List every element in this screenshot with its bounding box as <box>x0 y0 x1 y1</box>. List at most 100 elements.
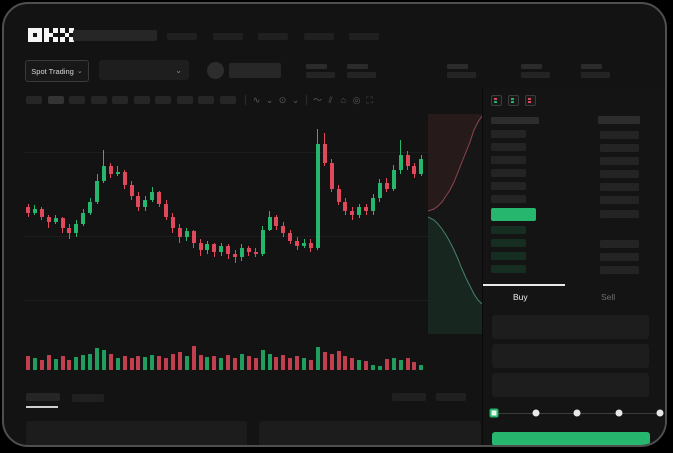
candlestick-chart[interactable] <box>24 112 428 376</box>
chart-tab-right[interactable] <box>392 393 426 401</box>
book-both-icon[interactable] <box>491 95 502 106</box>
ask-price-bar[interactable] <box>600 131 639 139</box>
volume-bar <box>260 350 265 370</box>
gridline <box>24 152 428 153</box>
slider-stop[interactable] <box>656 409 664 417</box>
bottom-panel-right[interactable] <box>259 421 481 445</box>
logo-pixel <box>48 32 53 37</box>
bid-amount-bar[interactable] <box>491 239 526 247</box>
toolbar-button[interactable] <box>155 96 171 104</box>
ask-price-bar[interactable] <box>600 210 639 218</box>
toolbar-button[interactable] <box>133 96 150 104</box>
toolbar-button[interactable] <box>219 96 236 104</box>
chart-tab-right[interactable] <box>436 393 466 401</box>
okx-logo[interactable] <box>28 28 76 42</box>
brush-icon[interactable]: ⫽ <box>328 95 333 105</box>
toolbar-button[interactable] <box>112 96 128 104</box>
slider-stop[interactable] <box>532 409 539 417</box>
ask-price-bar[interactable] <box>600 157 639 165</box>
bid-price-bar[interactable] <box>600 253 639 261</box>
toolbar-button[interactable] <box>176 96 193 104</box>
toolbar-button[interactable] <box>90 96 107 104</box>
ask-price-bar[interactable] <box>600 170 639 178</box>
logo-pixel <box>44 32 49 37</box>
chart-tab-active[interactable] <box>26 393 60 401</box>
tab-sell[interactable]: Sell <box>601 292 616 302</box>
bid-price-bar[interactable] <box>600 266 639 274</box>
ask-price-bar[interactable] <box>600 183 639 191</box>
nav-item[interactable] <box>258 33 288 40</box>
nav-item[interactable] <box>349 33 379 40</box>
volume-bar <box>398 360 403 370</box>
volume-bar <box>322 352 327 370</box>
candle-body <box>60 218 65 228</box>
volume-bar <box>32 358 37 370</box>
ask-amount-bar[interactable] <box>491 195 526 203</box>
ask-amount-bar[interactable] <box>491 169 526 177</box>
candle-body <box>267 216 272 230</box>
spot-trading-selector[interactable]: Spot Trading ⌄ <box>25 60 89 82</box>
ask-price-bar[interactable] <box>600 196 639 204</box>
candle-body <box>164 203 168 217</box>
amount-slider[interactable] <box>489 408 664 418</box>
book-asks-icon[interactable] <box>525 95 536 106</box>
candle <box>164 116 168 308</box>
logo-pixel <box>60 28 65 33</box>
icon-dot <box>494 98 497 100</box>
candle <box>288 116 293 308</box>
candle-body <box>88 201 93 213</box>
ask-amount-bar[interactable] <box>491 182 526 190</box>
candle <box>315 116 320 308</box>
ask-price-bar[interactable] <box>600 144 639 152</box>
volume-bar <box>308 359 313 370</box>
tab-buy[interactable]: Buy <box>513 292 528 302</box>
bid-price-bar[interactable] <box>600 240 639 248</box>
buy-submit-button[interactable] <box>492 432 650 445</box>
toolbar-button[interactable] <box>47 96 64 104</box>
candle <box>177 116 182 308</box>
nav-item[interactable] <box>212 33 243 40</box>
nav-item[interactable] <box>303 33 334 40</box>
order-input-field[interactable] <box>492 315 649 339</box>
candle-body <box>253 251 258 254</box>
slider-stop[interactable] <box>573 409 581 417</box>
ask-amount-bar[interactable] <box>491 143 526 151</box>
slider-stop[interactable] <box>615 409 622 417</box>
bid-amount-bar[interactable] <box>491 252 526 260</box>
tools-chevron-icon[interactable]: ⌄ <box>291 95 300 105</box>
ask-amount-bar[interactable] <box>491 156 526 164</box>
spot-trading-label: Spot Trading <box>31 66 74 76</box>
candle <box>184 116 189 308</box>
order-input-field[interactable] <box>492 373 649 397</box>
stat-label <box>347 64 368 69</box>
volume-bar <box>184 355 189 370</box>
nav-item[interactable] <box>167 33 197 40</box>
volume-bar <box>170 354 175 370</box>
slider-handle[interactable] <box>489 408 499 418</box>
candle-body <box>239 248 244 258</box>
bid-amount-bar[interactable] <box>491 265 526 273</box>
magnet-icon[interactable]: ⊙ <box>278 95 287 105</box>
pair-dropdown[interactable]: ⌄ <box>99 60 189 80</box>
last-price-button[interactable] <box>491 208 536 221</box>
candle-body <box>322 144 327 163</box>
fullscreen-icon[interactable]: ⛶ <box>366 95 373 105</box>
toolbar-button[interactable] <box>69 96 85 104</box>
toolbar-button[interactable] <box>26 96 42 104</box>
candle <box>39 116 44 308</box>
book-bids-icon[interactable] <box>508 95 519 106</box>
candle-style-icon[interactable]: ∿ <box>252 95 261 105</box>
order-input-field[interactable] <box>492 344 649 368</box>
line-tool-icon[interactable]: 〜 <box>312 95 322 105</box>
ask-amount-bar[interactable] <box>491 130 526 138</box>
toolbar-button[interactable] <box>198 96 214 104</box>
bid-amount-bar[interactable] <box>491 226 526 234</box>
camera-icon[interactable]: ⌂ <box>340 95 347 105</box>
bottom-panel-left[interactable] <box>26 421 247 445</box>
chart-tab[interactable] <box>72 394 104 402</box>
record-icon[interactable]: ◎ <box>352 95 361 105</box>
candle-body <box>336 188 341 202</box>
interval-chevron-icon[interactable]: ⌄ <box>265 95 274 105</box>
candle-body <box>170 216 175 228</box>
volume-bar <box>143 357 148 370</box>
